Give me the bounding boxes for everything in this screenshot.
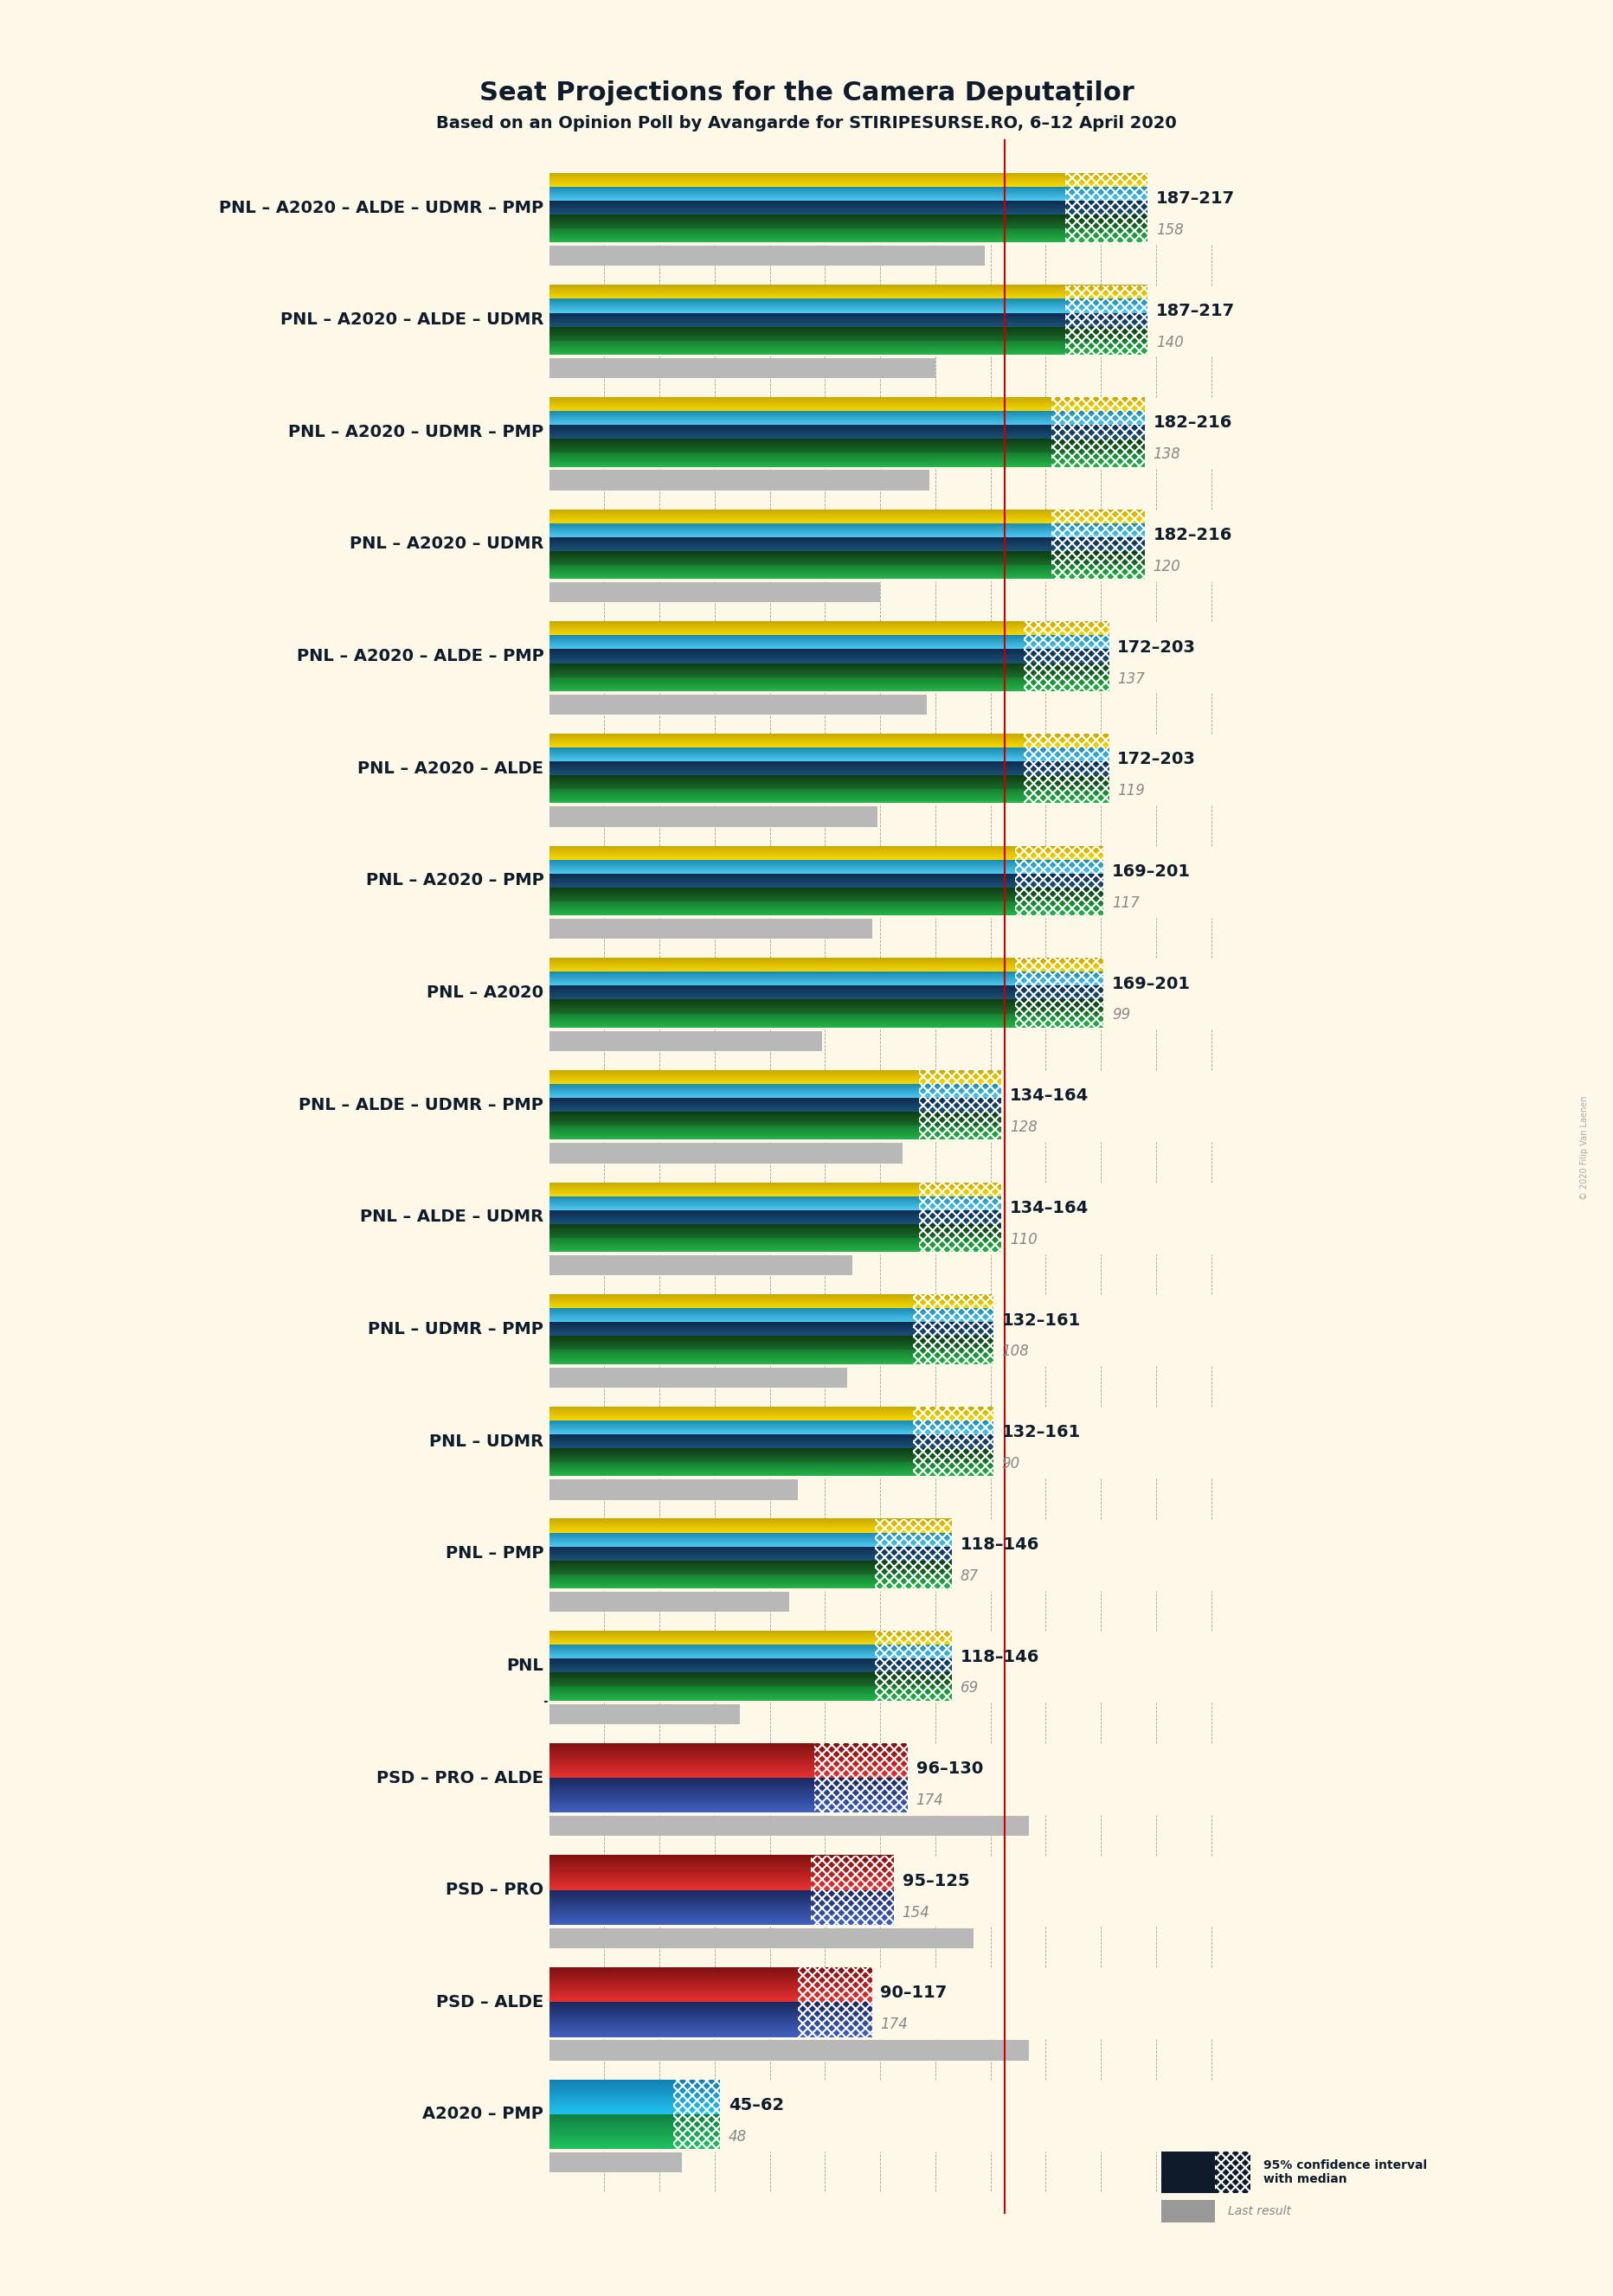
- Bar: [550, 918, 873, 939]
- Bar: [1015, 845, 1103, 916]
- Text: 117: 117: [1111, 895, 1139, 912]
- Bar: [797, 1968, 873, 2037]
- Bar: [550, 2151, 682, 2172]
- Text: 110: 110: [1010, 1231, 1037, 1247]
- Bar: [874, 1630, 952, 1701]
- Text: 154: 154: [902, 1906, 929, 1919]
- Text: 99: 99: [1111, 1008, 1131, 1024]
- Bar: [550, 1256, 853, 1274]
- Text: PNL – ALDE – UDMR: PNL – ALDE – UDMR: [360, 1210, 544, 1226]
- Bar: [815, 1743, 908, 1812]
- Text: 95–125: 95–125: [902, 1874, 969, 1890]
- Bar: [550, 1816, 1029, 1837]
- Text: 90–117: 90–117: [881, 1986, 947, 2002]
- Text: PNL – A2020: PNL – A2020: [427, 985, 544, 1001]
- Bar: [550, 1704, 739, 1724]
- Bar: [550, 1368, 847, 1387]
- Bar: [1065, 285, 1148, 354]
- Bar: [1024, 622, 1110, 691]
- Bar: [913, 1295, 994, 1364]
- Text: 174: 174: [916, 1793, 944, 1807]
- Bar: [550, 1479, 797, 1499]
- Text: 118–146: 118–146: [960, 1649, 1039, 1665]
- Text: PNL – ALDE – UDMR – PMP: PNL – ALDE – UDMR – PMP: [298, 1097, 544, 1114]
- Text: 134–164: 134–164: [1010, 1088, 1089, 1104]
- Text: PNL – A2020 – PMP: PNL – A2020 – PMP: [366, 872, 544, 889]
- Text: 87: 87: [960, 1568, 979, 1584]
- Text: 45–62: 45–62: [729, 2096, 784, 2115]
- Bar: [1052, 510, 1145, 579]
- Bar: [550, 1929, 974, 1949]
- Text: 128: 128: [1010, 1120, 1037, 1134]
- Bar: [550, 1591, 789, 1612]
- Bar: [673, 2080, 721, 2149]
- Bar: [1052, 397, 1145, 466]
- Bar: [550, 246, 986, 266]
- Text: 108: 108: [1002, 1343, 1029, 1359]
- Text: 118–146: 118–146: [960, 1536, 1039, 1552]
- Text: 138: 138: [1153, 448, 1181, 461]
- Text: PSD – PRO – ALDE: PSD – PRO – ALDE: [376, 1770, 544, 1786]
- Text: © 2020 Filip Van Laenen: © 2020 Filip Van Laenen: [1581, 1095, 1589, 1201]
- Bar: [1015, 957, 1103, 1029]
- Text: 96–130: 96–130: [916, 1761, 982, 1777]
- Text: 120: 120: [1153, 558, 1181, 574]
- Bar: [550, 1143, 902, 1164]
- Text: 137: 137: [1118, 670, 1145, 687]
- Bar: [874, 1518, 952, 1589]
- Text: PNL – A2020 – UDMR – PMP: PNL – A2020 – UDMR – PMP: [289, 425, 544, 441]
- Text: PNL – PMP: PNL – PMP: [445, 1545, 544, 1561]
- Text: PNL – A2020 – ALDE: PNL – A2020 – ALDE: [358, 760, 544, 776]
- Text: 187–217: 187–217: [1157, 303, 1236, 319]
- Bar: [550, 1031, 823, 1052]
- Text: PNL: PNL: [506, 1658, 544, 1674]
- Text: 187–217: 187–217: [1157, 191, 1236, 207]
- Bar: [550, 583, 881, 602]
- Text: Based on an Opinion Poll by Avangarde for STIRIPESURSE.RO, 6–12 April 2020: Based on an Opinion Poll by Avangarde fo…: [436, 115, 1177, 131]
- Text: Seat Projections for the Camera Deputaților: Seat Projections for the Camera Deputați…: [479, 80, 1134, 106]
- Text: PNL – A2020 – ALDE – UDMR – PMP: PNL – A2020 – ALDE – UDMR – PMP: [219, 200, 544, 216]
- Text: 140: 140: [1157, 335, 1184, 349]
- Text: 48: 48: [729, 2128, 747, 2144]
- Text: PSD – ALDE: PSD – ALDE: [436, 1993, 544, 2011]
- Bar: [919, 1070, 1002, 1139]
- Text: 132–161: 132–161: [1002, 1424, 1081, 1440]
- Text: 172–203: 172–203: [1118, 638, 1195, 657]
- Bar: [550, 358, 936, 379]
- Text: 169–201: 169–201: [1111, 976, 1190, 992]
- Bar: [550, 471, 929, 491]
- Bar: [550, 2041, 1029, 2060]
- Text: PNL – A2020 – ALDE – UDMR: PNL – A2020 – ALDE – UDMR: [281, 312, 544, 328]
- Bar: [550, 806, 877, 827]
- Text: PNL – UDMR – PMP: PNL – UDMR – PMP: [368, 1320, 544, 1339]
- Text: 90: 90: [1002, 1456, 1019, 1472]
- Text: 182–216: 182–216: [1153, 528, 1232, 544]
- Text: 158: 158: [1157, 223, 1184, 239]
- Text: 95% confidence interval
with median: 95% confidence interval with median: [1263, 2158, 1426, 2186]
- Text: 169–201: 169–201: [1111, 863, 1190, 879]
- Text: 119: 119: [1118, 783, 1145, 799]
- Text: PNL – UDMR: PNL – UDMR: [429, 1433, 544, 1449]
- Text: 174: 174: [881, 2016, 908, 2032]
- Text: Last result: Last result: [1227, 2204, 1290, 2218]
- Text: 69: 69: [960, 1681, 979, 1697]
- Bar: [811, 1855, 894, 1924]
- Text: PNL – A2020 – ALDE – PMP: PNL – A2020 – ALDE – PMP: [297, 647, 544, 664]
- Text: 172–203: 172–203: [1118, 751, 1195, 767]
- Text: 132–161: 132–161: [1002, 1311, 1081, 1329]
- Bar: [1065, 172, 1148, 243]
- Text: PNL – A2020 – UDMR: PNL – A2020 – UDMR: [350, 535, 544, 553]
- Bar: [1024, 735, 1110, 804]
- Text: A2020 – PMP: A2020 – PMP: [423, 2105, 544, 2122]
- Text: 134–164: 134–164: [1010, 1201, 1089, 1217]
- Bar: [913, 1407, 994, 1476]
- Text: PSD – PRO: PSD – PRO: [445, 1883, 544, 1899]
- Text: 182–216: 182–216: [1153, 416, 1232, 432]
- Bar: [550, 693, 927, 714]
- Bar: [919, 1182, 1002, 1251]
